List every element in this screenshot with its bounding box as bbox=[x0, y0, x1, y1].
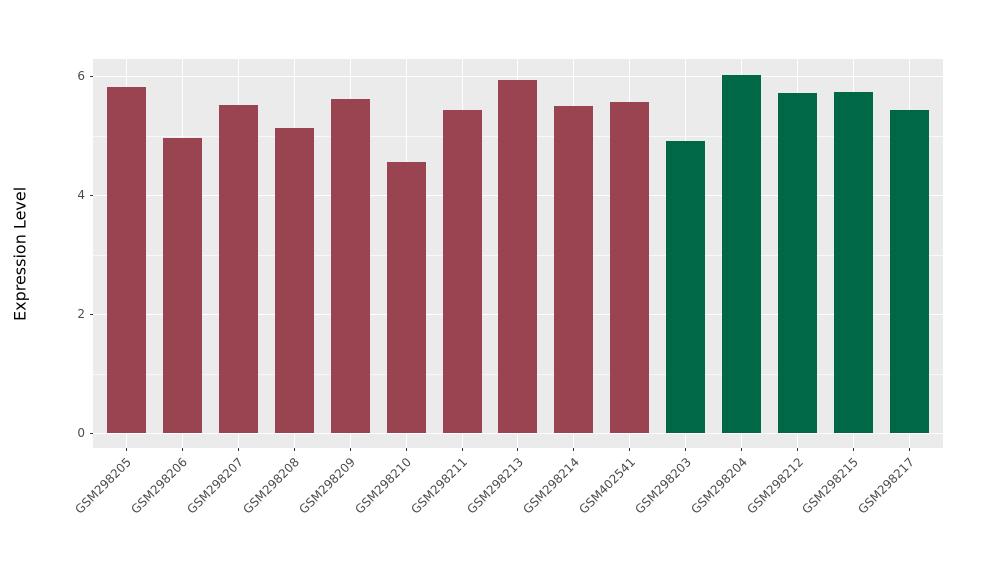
x-tick-label-GSM298208: GSM298208 bbox=[240, 455, 303, 517]
y-tick-mark-4 bbox=[90, 194, 93, 196]
y-tick-mark-0 bbox=[90, 432, 93, 434]
x-tick-label-GSM298210: GSM298210 bbox=[352, 455, 415, 517]
x-tick-label-GSM298212: GSM298212 bbox=[743, 455, 806, 517]
y-tick-label-4: 4 bbox=[77, 188, 85, 202]
x-tick-label-GSM298215: GSM298215 bbox=[799, 455, 862, 517]
x-tick-label-GSM298207: GSM298207 bbox=[184, 455, 247, 517]
y-tick-label-0: 0 bbox=[77, 426, 85, 440]
bar-GSM298205 bbox=[107, 86, 147, 433]
bar-GSM298206 bbox=[162, 138, 202, 433]
y-tick-label-2: 2 bbox=[77, 307, 85, 321]
x-tick-mark-GSM298209 bbox=[349, 448, 351, 451]
bar-GSM298214 bbox=[554, 105, 594, 433]
x-tick-mark-GSM298213 bbox=[517, 448, 519, 451]
y-tick-label-6: 6 bbox=[77, 69, 85, 83]
x-tick-label-GSM298203: GSM298203 bbox=[632, 455, 694, 517]
bar-GSM402541 bbox=[610, 102, 650, 433]
bar-GSM298213 bbox=[498, 79, 538, 433]
x-tick-mark-GSM298205 bbox=[126, 448, 128, 451]
x-tick-label-GSM298206: GSM298206 bbox=[128, 455, 191, 517]
x-tick-mark-GSM298207 bbox=[237, 448, 239, 451]
bar-GSM298204 bbox=[722, 74, 762, 433]
x-tick-label-GSM298209: GSM298209 bbox=[296, 455, 359, 517]
x-tick-mark-GSM298211 bbox=[461, 448, 463, 451]
bar-GSM298212 bbox=[778, 93, 818, 433]
x-tick-mark-GSM298214 bbox=[573, 448, 575, 451]
x-tick-label-GSM298205: GSM298205 bbox=[72, 455, 135, 517]
x-tick-label-GSM298214: GSM298214 bbox=[520, 455, 582, 517]
x-tick-mark-GSM298217 bbox=[908, 448, 910, 451]
y-tick-mark-2 bbox=[90, 313, 93, 315]
x-tick-mark-GSM298215 bbox=[853, 448, 855, 451]
x-tick-mark-GSM298212 bbox=[797, 448, 799, 451]
x-tick-label-GSM298211: GSM298211 bbox=[408, 455, 470, 517]
bar-GSM298209 bbox=[330, 99, 370, 433]
bar-GSM298203 bbox=[666, 140, 706, 433]
x-tick-mark-GSM298204 bbox=[741, 448, 743, 451]
x-tick-mark-GSM402541 bbox=[629, 448, 631, 451]
y-axis-title: Expression Level bbox=[10, 186, 30, 321]
bar-GSM298211 bbox=[442, 109, 482, 433]
x-tick-mark-GSM298203 bbox=[685, 448, 687, 451]
x-tick-label-GSM298213: GSM298213 bbox=[464, 455, 526, 517]
bar-GSM298217 bbox=[889, 109, 929, 433]
x-tick-label-GSM298217: GSM298217 bbox=[855, 455, 918, 517]
x-tick-mark-GSM298206 bbox=[181, 448, 183, 451]
bar-GSM298210 bbox=[386, 162, 426, 433]
x-tick-label-GSM298204: GSM298204 bbox=[688, 455, 750, 517]
bar-GSM298208 bbox=[274, 127, 314, 433]
plot-panel bbox=[93, 59, 943, 448]
x-tick-label-GSM402541: GSM402541 bbox=[576, 455, 638, 517]
y-tick-mark-6 bbox=[90, 75, 93, 77]
bar-GSM298207 bbox=[218, 104, 258, 433]
bar-GSM298215 bbox=[834, 92, 874, 433]
x-tick-mark-GSM298208 bbox=[293, 448, 295, 451]
x-tick-mark-GSM298210 bbox=[405, 448, 407, 451]
